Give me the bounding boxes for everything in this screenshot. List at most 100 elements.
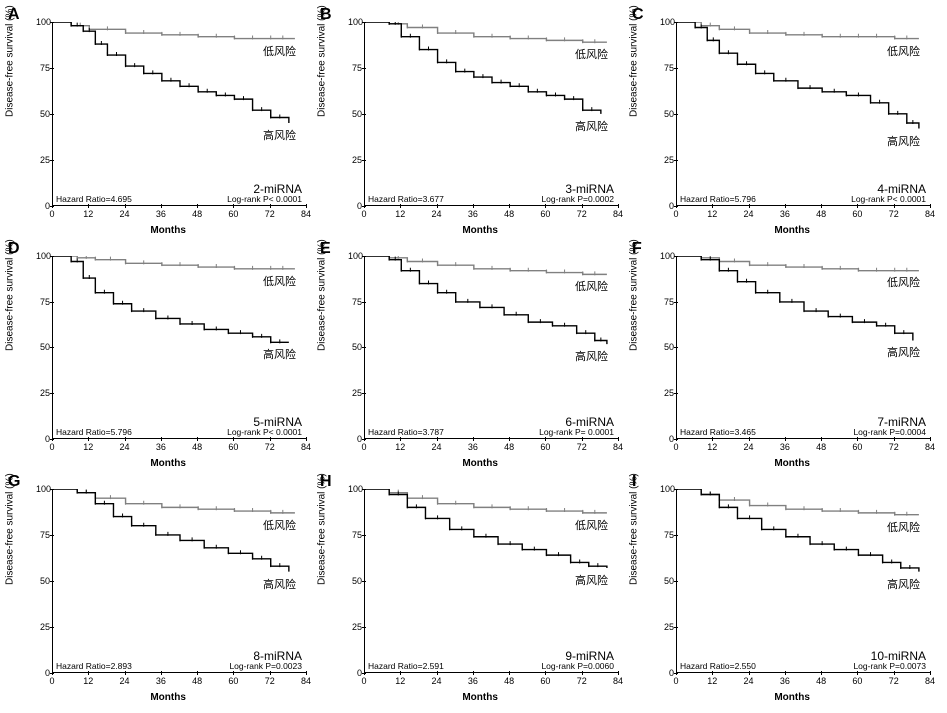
x-tick-label: 36 [156, 442, 166, 452]
y-tick-label: 50 [348, 342, 362, 352]
x-tick-mark [437, 204, 438, 208]
x-tick-mark [364, 671, 365, 675]
x-tick-mark [473, 437, 474, 441]
x-tick-mark [197, 437, 198, 441]
y-tick-mark [674, 489, 678, 490]
y-tick-label: 50 [36, 576, 50, 586]
x-tick-mark [306, 437, 307, 441]
y-tick-mark [674, 393, 678, 394]
x-tick-mark [894, 437, 895, 441]
x-tick-mark [618, 671, 619, 675]
x-tick-mark [894, 204, 895, 208]
y-axis-label: Disease-free survival (%) [317, 239, 328, 351]
y-tick-label: 0 [36, 201, 50, 211]
y-axis-label: Disease-free survival (%) [629, 473, 640, 585]
x-tick-label: 36 [780, 676, 790, 686]
x-tick-mark [821, 204, 822, 208]
x-tick-mark [509, 437, 510, 441]
panel-H: HDisease-free survival (%)Months02550751… [320, 475, 626, 703]
y-axis-label: Disease-free survival (%) [5, 239, 16, 351]
logrank-text: Log-rank P=0.0060 [541, 661, 614, 671]
x-tick-label: 36 [156, 209, 166, 219]
x-tick-label: 60 [228, 676, 238, 686]
x-tick-mark [857, 204, 858, 208]
x-tick-mark [161, 204, 162, 208]
x-tick-label: 72 [577, 209, 587, 219]
x-tick-mark [400, 204, 401, 208]
logrank-text: Log-rank P< 0.0001 [227, 194, 302, 204]
high-risk-label: 高风险 [887, 133, 920, 149]
y-tick-mark [674, 256, 678, 257]
high-risk-curve [677, 256, 913, 340]
x-tick-label: 72 [265, 209, 275, 219]
y-tick-label: 75 [348, 297, 362, 307]
x-axis-label: Months [462, 225, 498, 236]
y-axis-label: Disease-free survival (%) [317, 6, 328, 118]
y-tick-label: 75 [36, 297, 50, 307]
y-tick-mark [362, 302, 366, 303]
low-risk-censor [389, 490, 595, 514]
y-tick-mark [362, 581, 366, 582]
y-tick-label: 75 [660, 63, 674, 73]
x-tick-mark [52, 671, 53, 675]
y-tick-label: 100 [36, 17, 50, 27]
y-tick-mark [50, 22, 54, 23]
y-tick-label: 100 [348, 484, 362, 494]
y-tick-mark [50, 489, 54, 490]
y-tick-label: 25 [660, 388, 674, 398]
hazard-ratio-text: Hazard Ratio=2.591 [368, 661, 444, 671]
y-tick-mark [674, 627, 678, 628]
y-tick-label: 75 [36, 63, 50, 73]
x-tick-mark [712, 437, 713, 441]
high-risk-censor [71, 258, 280, 343]
figure-grid: ADisease-free survival (%)Months02550751… [8, 8, 938, 703]
low-risk-label: 低风险 [263, 517, 296, 533]
x-tick-mark [676, 437, 677, 441]
x-tick-mark [306, 204, 307, 208]
x-tick-mark [437, 671, 438, 675]
panel-C: CDisease-free survival (%)Months02550751… [632, 8, 938, 236]
y-tick-label: 75 [660, 530, 674, 540]
x-tick-label: 0 [361, 676, 366, 686]
x-tick-label: 48 [504, 209, 514, 219]
panel-G: GDisease-free survival (%)Months02550751… [8, 475, 314, 703]
x-tick-label: 60 [228, 442, 238, 452]
low-risk-curve [53, 256, 295, 269]
x-tick-label: 84 [925, 676, 935, 686]
x-tick-mark [88, 437, 89, 441]
low-risk-label: 低风险 [887, 519, 920, 535]
high-risk-label: 高风险 [575, 348, 608, 364]
x-tick-mark [509, 204, 510, 208]
panel-F: FDisease-free survival (%)Months02550751… [632, 242, 938, 470]
low-risk-censor [701, 256, 907, 272]
high-risk-censor [389, 22, 592, 111]
x-tick-mark [161, 437, 162, 441]
logrank-text: Log-rank P=0.0073 [853, 661, 926, 671]
x-tick-mark [125, 437, 126, 441]
y-tick-mark [674, 581, 678, 582]
high-risk-censor [695, 25, 913, 125]
x-tick-label: 72 [265, 442, 275, 452]
logrank-text: Log-rank P=0.0023 [229, 661, 302, 671]
x-tick-label: 60 [852, 209, 862, 219]
hazard-ratio-text: Hazard Ratio=2.893 [56, 661, 132, 671]
x-tick-label: 12 [707, 209, 717, 219]
y-axis-label: Disease-free survival (%) [317, 473, 328, 585]
low-risk-label: 低风险 [263, 273, 296, 289]
low-risk-label: 低风险 [575, 46, 608, 62]
y-tick-mark [50, 256, 54, 257]
hazard-ratio-text: Hazard Ratio=4.695 [56, 194, 132, 204]
panel-A: ADisease-free survival (%)Months02550751… [8, 8, 314, 236]
y-tick-label: 50 [36, 109, 50, 119]
x-tick-mark [930, 671, 931, 675]
high-risk-label: 高风险 [575, 572, 608, 588]
x-tick-label: 12 [83, 442, 93, 452]
x-tick-mark [821, 437, 822, 441]
y-tick-mark [50, 302, 54, 303]
x-tick-label: 0 [673, 676, 678, 686]
x-tick-mark [125, 204, 126, 208]
y-tick-label: 25 [36, 155, 50, 165]
y-tick-label: 75 [36, 530, 50, 540]
x-axis-label: Months [774, 692, 810, 703]
x-tick-label: 84 [613, 209, 623, 219]
